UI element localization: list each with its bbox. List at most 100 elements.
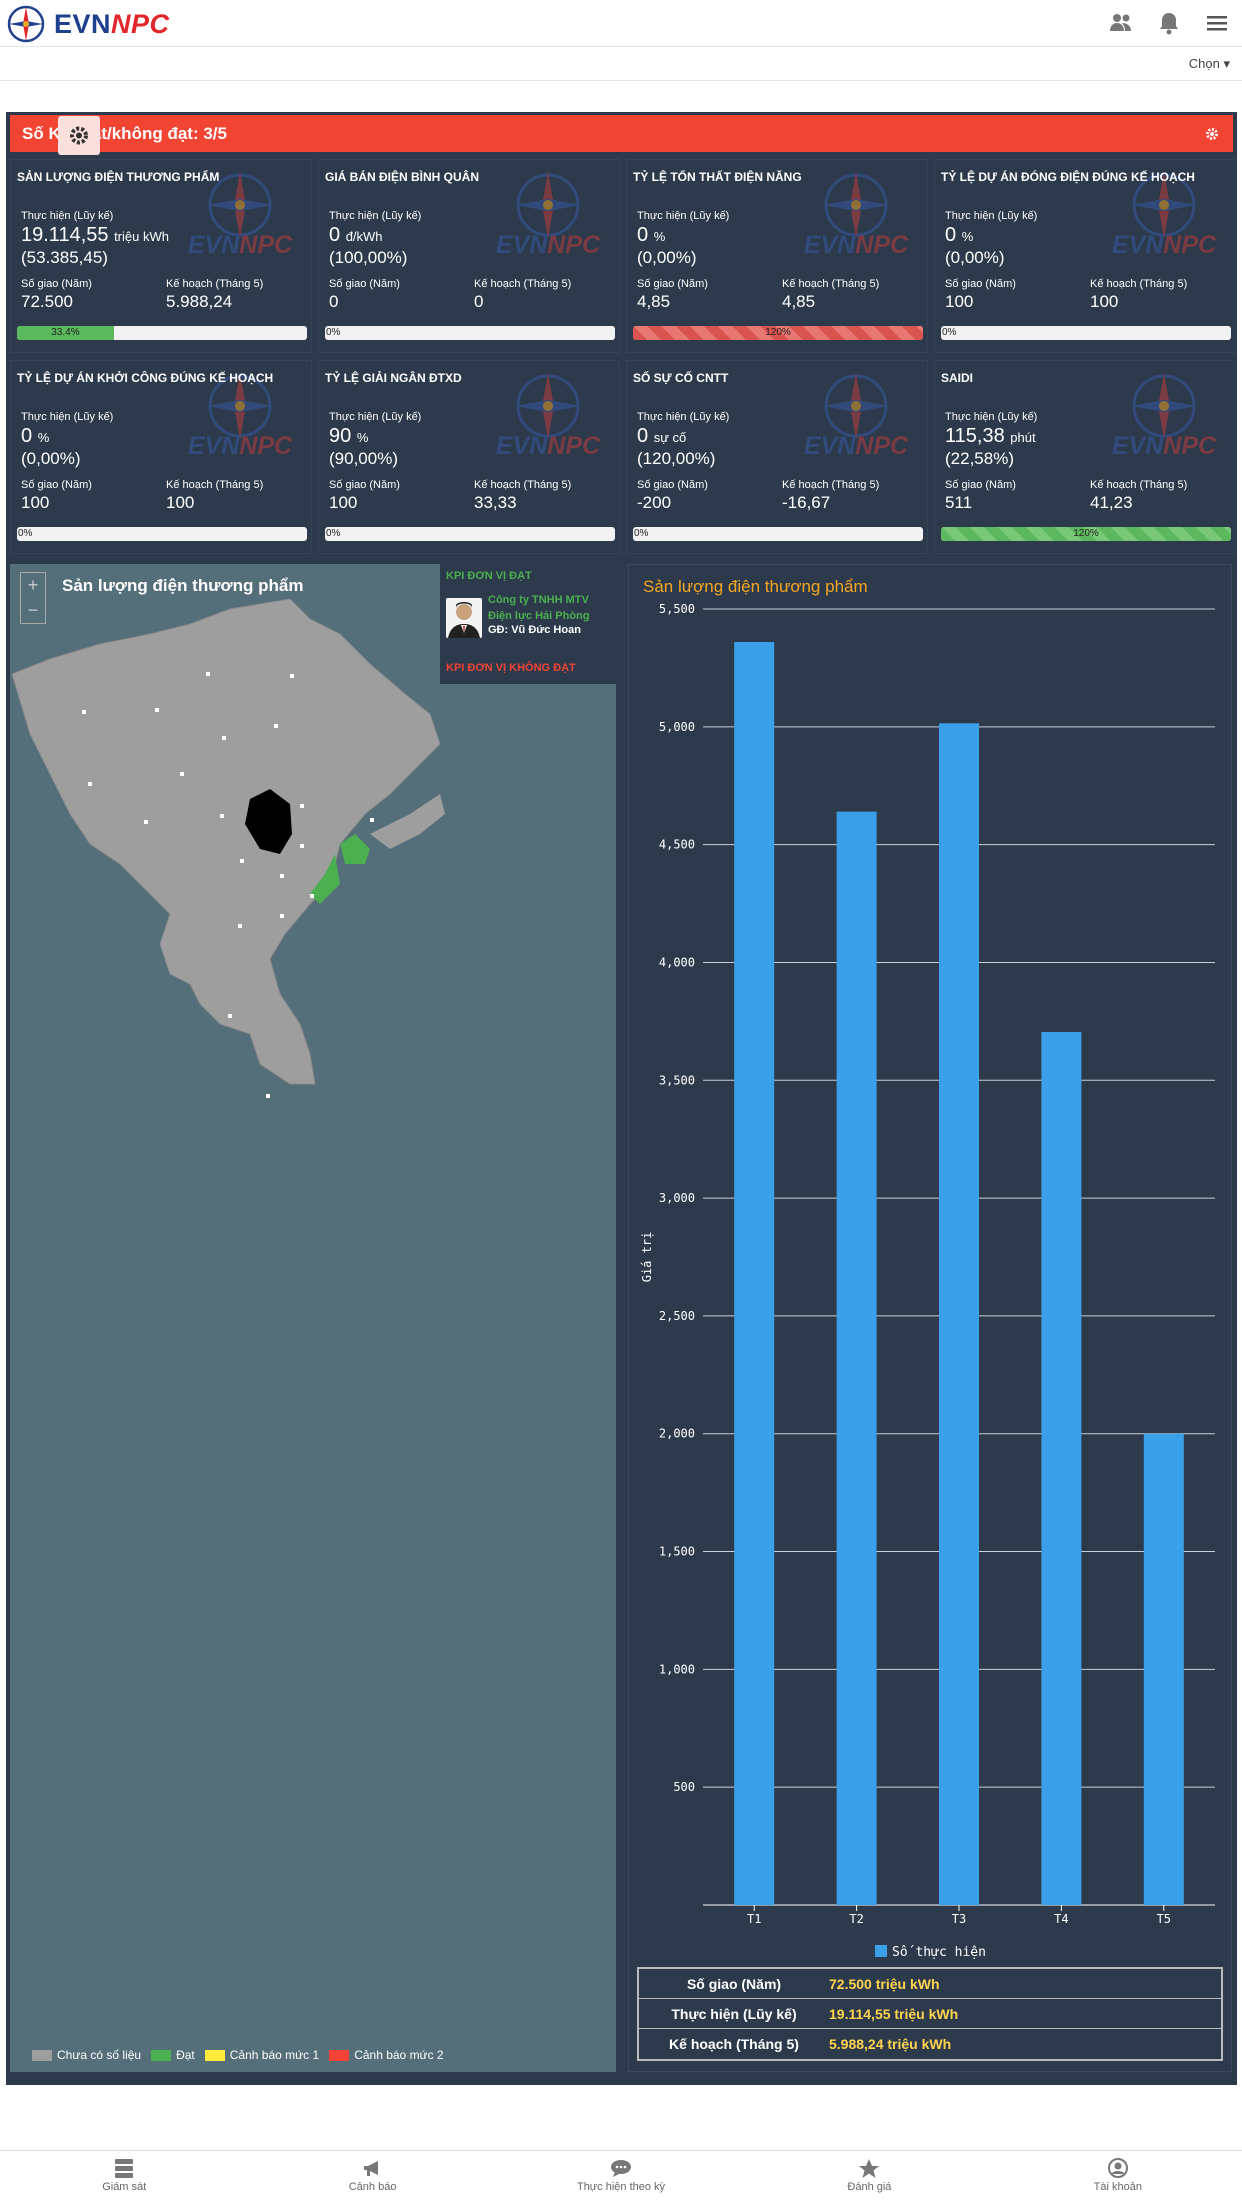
bottom-nav: Giám sát Cảnh báo Thực hiện theo kỳ Đánh gi… <box>0 2150 1242 2201</box>
nav-item[interactable]: Đánh giá <box>745 2151 993 2201</box>
kpi-progress-label: 0% <box>326 528 341 539</box>
summary-value: 5.988,24 triệu kWh <box>829 2036 952 2052</box>
kpi-done-label: Thực hiện (Lũy kế) <box>945 411 1038 423</box>
zoom-out-button[interactable]: − <box>27 600 39 620</box>
kpi-plan-value: 5.988,24 <box>166 292 233 311</box>
kpi-progress-label: 0% <box>634 528 649 539</box>
y-tick-label: 3,500 <box>659 1073 695 1087</box>
menu-icon[interactable] <box>1204 10 1230 36</box>
legend-swatch <box>875 1945 887 1957</box>
star-icon <box>859 2159 880 2178</box>
director-avatar <box>446 598 482 638</box>
y-tick-label: 2,500 <box>659 1309 695 1323</box>
kpi-progress-label: 33.4% <box>51 327 80 338</box>
map-legend-item: Đạt <box>151 2048 195 2062</box>
kpi-assigned-label: Số giao (Năm) <box>637 479 708 491</box>
compass-logo-icon <box>7 5 45 43</box>
kpi-done-label: Thực hiện (Lũy kế) <box>21 210 114 222</box>
map-legend-item: Cảnh báo mức 1 <box>204 2048 319 2062</box>
kpi-assigned-label: Số giao (Năm) <box>21 278 92 290</box>
user-icon <box>1107 2158 1128 2178</box>
northern-vietnam-map[interactable] <box>10 564 616 2072</box>
settings-button[interactable] <box>58 116 100 155</box>
kpi-plan-value: 33,33 <box>474 493 517 512</box>
nav-item[interactable]: Giám sát <box>0 2151 248 2201</box>
nav-label: Thực hiện theo kỳ <box>576 2181 666 2193</box>
nav-item[interactable]: Thực hiện theo kỳ <box>497 2151 745 2201</box>
summary-label: Thực hiện (Lũy kế) <box>671 2005 797 2022</box>
x-tick-label: T3 <box>952 1912 966 1926</box>
bar-t4 <box>1041 1031 1082 1905</box>
y-tick-label: 1,500 <box>659 1545 695 1559</box>
kpi-director: GĐ: Vũ Đức Hoan <box>488 624 581 636</box>
dashboard: Số KPI đạt/không đạt: 3/5 EVNNPC SẢN LƯỢN… <box>6 112 1237 2085</box>
kpi-plan-label: Kế hoạch (Tháng 5) <box>1090 278 1188 290</box>
kpi-card[interactable]: EVNNPC TỶ LỆ DỰ ÁN KHỞI CÔNG ĐÚNG KẾ HOẠC… <box>10 360 312 554</box>
x-tick-label: T4 <box>1054 1912 1068 1926</box>
kpi-card[interactable]: EVNNPC SỐ SỰ CỐ CNTT Thực hiện (Lũy kế) 0 s… <box>626 360 928 554</box>
x-tick-label: T2 <box>849 1912 863 1926</box>
evnnpc-watermark: EVNNPC <box>1099 371 1229 461</box>
nav-label: Cảnh báo <box>348 2181 397 2193</box>
kpi-assigned-value: 72.500 <box>21 292 73 311</box>
map-legend-item: Chưa có số liệu <box>32 2048 141 2062</box>
kpi-done-percent: (22,58%) <box>945 449 1014 468</box>
y-tick-label: 3,000 <box>659 1191 695 1205</box>
summary-row: Kế hoạch (Tháng 5) 5.988,24 triệu kWh <box>639 2029 1221 2059</box>
chart-title: Sản lượng điện thương phẩm <box>643 577 868 596</box>
kpi-assigned-value: 4,85 <box>637 292 671 311</box>
kpi-assigned-label: Số giao (Năm) <box>637 278 708 290</box>
evnnpc-watermark: EVNNPC <box>175 371 305 461</box>
kpi-plan-value: 100 <box>166 493 195 512</box>
x-tick-label: T5 <box>1157 1912 1171 1926</box>
server-icon <box>115 2159 134 2178</box>
kpi-card[interactable]: EVNNPC GIÁ BÁN ĐIỆN BÌNH QUÂN Thực hiện (L… <box>318 159 620 353</box>
kpi-progress-label: 0% <box>942 327 957 338</box>
kpi-card[interactable]: EVNNPC TỶ LỆ GIẢI NGÂN ĐTXD Thực hiện (Lũy… <box>318 360 620 554</box>
kpi-card-title: GIÁ BÁN ĐIỆN BÌNH QUÂN <box>325 170 480 184</box>
kpi-card-title: SAIDI <box>941 371 974 385</box>
kpi-assigned-value: 511 <box>945 493 973 512</box>
kpi-card[interactable]: EVNNPC TỶ LỆ TỔN THẤT ĐIỆN NĂNG Thực hiện … <box>626 159 928 353</box>
evnnpc-watermark: EVNNPC <box>483 170 613 260</box>
kpi-progress-bar: 0% <box>17 527 307 541</box>
kpi-unit-box: KPI ĐƠN VỊ ĐẠT Công ty TNHH MTV Điện lực… <box>440 564 616 684</box>
summary-row: Số giao (Năm) 72.500 triệu kWh <box>639 1969 1221 1999</box>
kpi-assigned-value: 100 <box>21 493 50 512</box>
kpi-plan-value: 41,23 <box>1090 493 1133 512</box>
y-tick-label: 5,000 <box>659 720 695 734</box>
kpi-progress-label: 0% <box>326 327 341 338</box>
kpi-banner-text: Số KPI đạt/không đạt: 3/5 <box>22 124 227 143</box>
nav-item[interactable]: Cảnh báo <box>248 2151 496 2201</box>
choose-dropdown[interactable]: Chọn ▾ <box>1188 56 1230 71</box>
y-tick-label: 4,000 <box>659 955 695 969</box>
zoom-in-button[interactable]: + <box>27 575 39 595</box>
kpi-plan-label: Kế hoạch (Tháng 5) <box>474 479 572 491</box>
kpi-progress-bar: 0% <box>941 326 1231 340</box>
bar-t5 <box>1143 1433 1184 1905</box>
kpi-card-title: TỶ LỆ GIẢI NGÂN ĐTXD <box>325 371 462 385</box>
kpi-card[interactable]: EVNNPC TỶ LỆ DỰ ÁN ĐÓNG ĐIỆN ĐÚNG KẾ HOẠC… <box>934 159 1236 353</box>
evnnpc-watermark: EVNNPC <box>1099 170 1229 260</box>
bar-t1 <box>734 641 775 1906</box>
legend-label: Số thực hiện <box>892 1945 986 1960</box>
y-tick-label: 1,000 <box>659 1662 695 1676</box>
kpi-done-value: 0 đ/kWh <box>329 224 383 246</box>
settings-small-icon[interactable] <box>1205 126 1219 146</box>
kpi-done-value: 0 sự cố <box>637 425 687 447</box>
kpi-assigned-label: Số giao (Năm) <box>945 479 1016 491</box>
kpi-plan-value: 0 <box>474 292 484 311</box>
kpi-card[interactable]: EVNNPC SAIDI Thực hiện (Lũy kế) 115,38 phút… <box>934 360 1236 554</box>
kpi-card[interactable]: EVNNPC SẢN LƯỢNG ĐIỆN THƯƠNG PHẨM Thực hiệ… <box>10 159 312 353</box>
nav-label: Giám sát <box>102 2181 147 2193</box>
evnnpc-logo[interactable]: EVNNPC <box>6 4 170 44</box>
nav-item[interactable]: Tài khoản <box>994 2151 1242 2201</box>
gear-icon <box>70 126 88 145</box>
summary-label: Số giao (Năm) <box>686 1975 782 1992</box>
kpi-done-value: 19.114,55 triệu kWh <box>21 224 169 246</box>
bell-icon[interactable] <box>1156 10 1182 36</box>
kpi-progress-label: 0% <box>18 528 33 539</box>
top-bar: EVNNPC <box>0 0 1242 47</box>
kpi-progress-bar: 0% <box>633 527 923 541</box>
users-icon[interactable] <box>1108 10 1134 36</box>
